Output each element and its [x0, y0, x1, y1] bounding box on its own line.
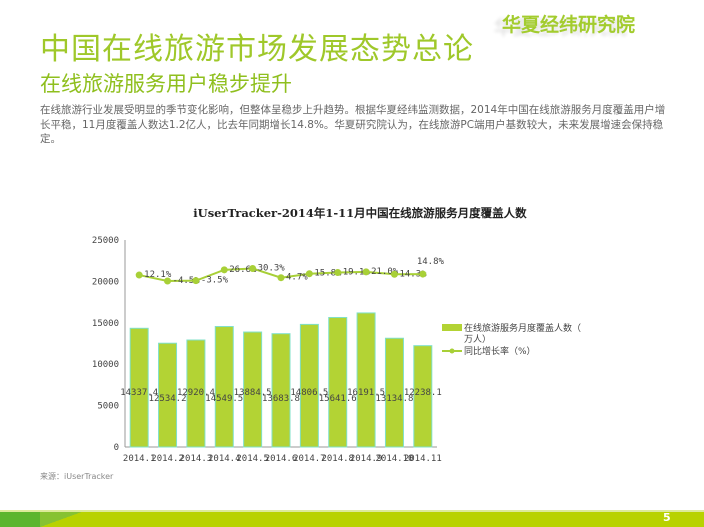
- growth-point: [192, 277, 200, 285]
- bar-data-label: 13134.8: [375, 394, 413, 404]
- x-tick-label: 2014.4: [208, 454, 241, 464]
- y-tick-label: 0: [114, 443, 119, 453]
- legend-bar-label-cont: 万人）: [464, 334, 491, 345]
- growth-data-label: 19.1%: [343, 268, 371, 278]
- bar-data-label: 15641.6: [319, 394, 357, 404]
- chart-title: iUserTracker-2014年1-11月中国在线旅游服务月度覆盖人数: [193, 206, 527, 220]
- growth-point: [220, 266, 228, 274]
- x-tick-label: 2014.7: [293, 454, 326, 464]
- growth-point: [334, 269, 342, 277]
- x-tick-label: 2014.5: [236, 454, 269, 464]
- footer-accent-diagonal: [40, 512, 82, 527]
- x-tick-label: 2014.11: [404, 454, 442, 464]
- x-tick-label: 2014.3: [180, 454, 213, 464]
- growth-data-label: -4.5%: [173, 276, 201, 286]
- bar: [328, 316, 348, 448]
- x-tick-label: 2014.9: [350, 454, 383, 464]
- legend-bar-label: 在线旅游服务月度覆盖人数（: [464, 322, 581, 334]
- bar: [384, 337, 404, 448]
- y-tick-label: 10000: [92, 360, 119, 370]
- bar-data-label: 12238.1: [404, 388, 442, 398]
- growth-point: [390, 270, 398, 278]
- y-tick-label: 25000: [92, 236, 119, 246]
- brand-logo: 华夏经纬研究院: [502, 14, 636, 36]
- x-tick-label: 2014.1: [123, 454, 156, 464]
- bar: [413, 345, 433, 448]
- bar: [214, 326, 234, 448]
- growth-data-label: 14.3%: [399, 269, 427, 279]
- bar: [186, 339, 206, 448]
- footer-accent: [0, 512, 40, 527]
- bar-data-label: 13884.5: [234, 388, 272, 398]
- bar: [129, 327, 149, 448]
- bar-data-label: 14806.5: [290, 388, 328, 398]
- y-tick-label: 5000: [97, 402, 119, 412]
- bar: [271, 333, 291, 448]
- growth-point: [135, 271, 143, 279]
- growth-data-label: 30.3%: [258, 263, 286, 273]
- page-title: 中国在线旅游市场发展态势总论: [40, 32, 474, 67]
- growth-data-label: -3.5%: [201, 276, 229, 286]
- bar: [299, 323, 319, 448]
- growth-point: [305, 270, 313, 278]
- growth-point: [362, 268, 370, 276]
- bar-data-label: 12534.2: [149, 394, 187, 404]
- x-tick-label: 2014.10: [375, 454, 413, 464]
- x-tick-label: 2014.2: [151, 454, 184, 464]
- legend-line-label: 同比增长率（%）: [464, 345, 536, 357]
- growth-data-label: 14.8%: [417, 257, 445, 267]
- bar: [356, 312, 376, 448]
- legend-bar-swatch: [442, 324, 462, 331]
- growth-data-label: 12.1%: [144, 270, 172, 280]
- bar-data-label: 14549.5: [205, 394, 243, 404]
- source-note: 来源：iUserTracker: [40, 472, 114, 481]
- bar-data-label: 13683.8: [262, 394, 300, 404]
- growth-point: [164, 277, 172, 285]
- page-subtitle: 在线旅游服务用户稳步提升: [40, 72, 292, 96]
- growth-point: [419, 270, 427, 278]
- y-tick-label: 15000: [92, 319, 119, 329]
- bar-data-label: 16191.5: [347, 388, 385, 398]
- footer-band: [0, 510, 704, 527]
- page-number: 5: [663, 511, 671, 524]
- growth-data-label: 26.6%: [229, 265, 257, 275]
- x-tick-label: 2014.6: [265, 454, 298, 464]
- bar-data-label: 12920.4: [177, 388, 215, 398]
- growth-point: [249, 264, 257, 272]
- growth-point: [277, 274, 285, 282]
- growth-data-label: 21.0%: [371, 267, 399, 277]
- summary-paragraph: 在线旅游行业发展受明显的季节变化影响，但整体呈稳步上升趋势。根据华夏经纬监测数据…: [40, 104, 666, 145]
- growth-data-label: 15.8%: [314, 269, 342, 279]
- y-tick-label: 20000: [92, 277, 119, 287]
- bar: [158, 342, 178, 448]
- x-tick-label: 2014.8: [321, 454, 354, 464]
- legend-line-marker: [449, 348, 455, 354]
- bar-data-label: 14337.4: [120, 388, 158, 398]
- growth-data-label: 4.7%: [286, 273, 308, 283]
- bar: [243, 331, 263, 448]
